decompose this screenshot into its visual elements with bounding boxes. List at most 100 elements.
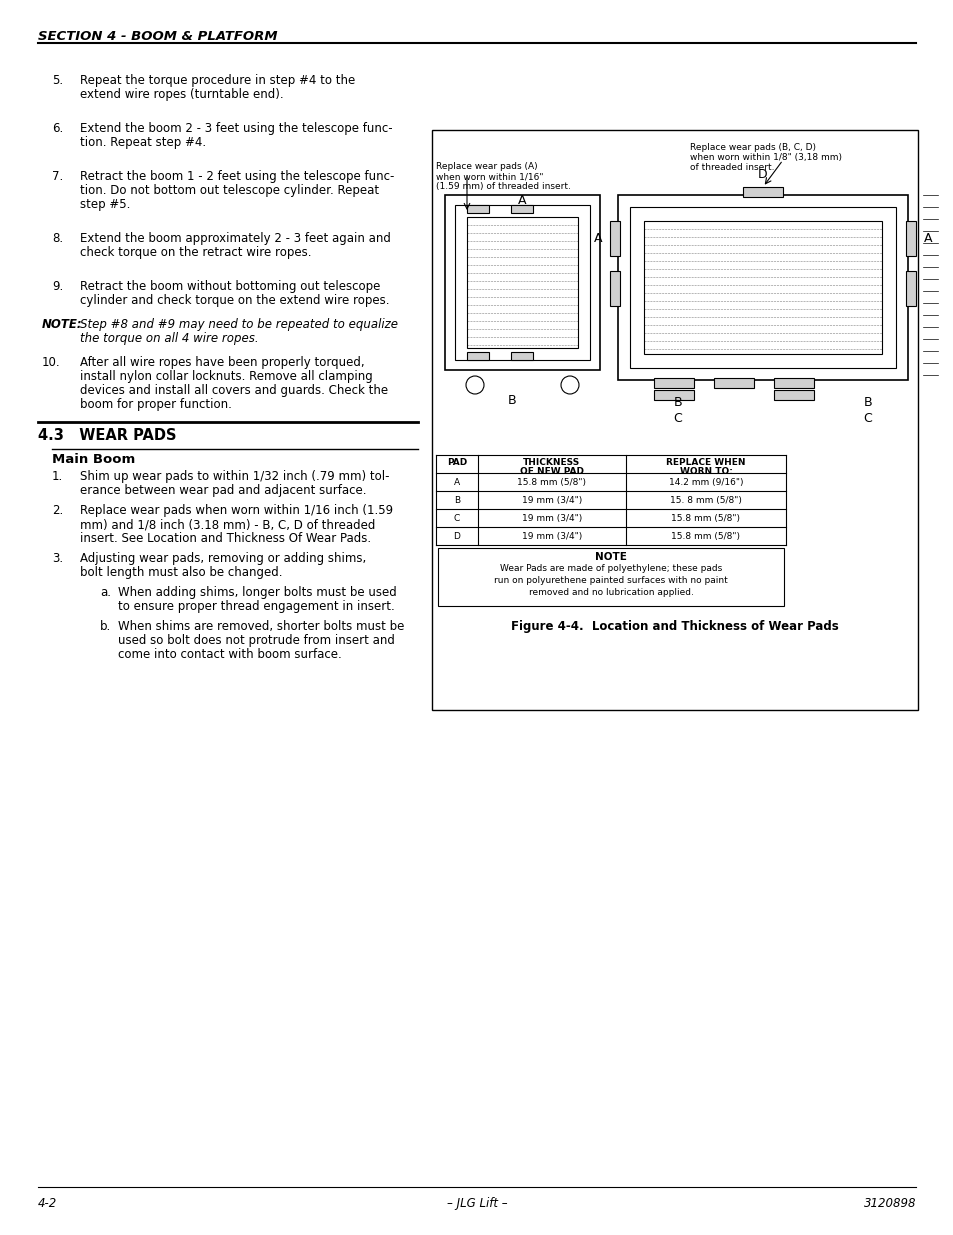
Text: C: C bbox=[862, 411, 871, 425]
Text: SECTION 4 - BOOM & PLATFORM: SECTION 4 - BOOM & PLATFORM bbox=[38, 30, 277, 43]
Text: of threaded insert.: of threaded insert. bbox=[689, 163, 774, 172]
Text: Step #8 and #9 may need to be repeated to equalize: Step #8 and #9 may need to be repeated t… bbox=[80, 317, 397, 331]
Text: A: A bbox=[593, 231, 601, 245]
Bar bbox=[511, 352, 533, 359]
Text: come into contact with boom surface.: come into contact with boom surface. bbox=[118, 648, 341, 661]
Text: 10.: 10. bbox=[42, 356, 61, 369]
Text: b.: b. bbox=[100, 620, 112, 634]
Text: boom for proper function.: boom for proper function. bbox=[80, 398, 232, 411]
Text: used so bolt does not protrude from insert and: used so bolt does not protrude from inse… bbox=[118, 634, 395, 647]
Text: bolt length must also be changed.: bolt length must also be changed. bbox=[80, 566, 282, 579]
Bar bbox=[773, 378, 813, 388]
Text: Repeat the torque procedure in step #4 to the: Repeat the torque procedure in step #4 t… bbox=[80, 74, 355, 86]
Bar bbox=[773, 390, 813, 400]
Text: 19 mm (3/4"): 19 mm (3/4") bbox=[521, 496, 581, 505]
Text: A: A bbox=[517, 194, 526, 206]
Text: PAD: PAD bbox=[446, 458, 467, 467]
Text: When adding shims, longer bolts must be used: When adding shims, longer bolts must be … bbox=[118, 585, 396, 599]
Text: cylinder and check torque on the extend wire ropes.: cylinder and check torque on the extend … bbox=[80, 294, 389, 308]
Bar bbox=[654, 390, 693, 400]
Text: 5.: 5. bbox=[52, 74, 63, 86]
Text: After all wire ropes have been properly torqued,: After all wire ropes have been properly … bbox=[80, 356, 364, 369]
Text: to ensure proper thread engagement in insert.: to ensure proper thread engagement in in… bbox=[118, 600, 395, 613]
Text: removed and no lubrication applied.: removed and no lubrication applied. bbox=[528, 588, 693, 597]
Text: Replace wear pads (B, C, D): Replace wear pads (B, C, D) bbox=[689, 143, 815, 152]
Bar bbox=[654, 378, 693, 388]
Bar bbox=[467, 205, 489, 212]
Text: 1.: 1. bbox=[52, 471, 63, 483]
Bar bbox=[629, 207, 895, 368]
Text: D: D bbox=[453, 532, 460, 541]
Text: C: C bbox=[454, 514, 459, 522]
Text: when worn within 1/8" (3,18 mm): when worn within 1/8" (3,18 mm) bbox=[689, 153, 841, 162]
Text: tion. Repeat step #4.: tion. Repeat step #4. bbox=[80, 136, 206, 149]
Text: 3.: 3. bbox=[52, 552, 63, 564]
Text: tion. Do not bottom out telescope cylinder. Repeat: tion. Do not bottom out telescope cylind… bbox=[80, 184, 378, 198]
Bar bbox=[609, 270, 619, 306]
Text: THICKNESS: THICKNESS bbox=[523, 458, 580, 467]
Text: 19 mm (3/4"): 19 mm (3/4") bbox=[521, 514, 581, 522]
Text: 4.3   WEAR PADS: 4.3 WEAR PADS bbox=[38, 429, 176, 443]
Text: Replace wear pads (A): Replace wear pads (A) bbox=[436, 162, 537, 170]
Text: Adjusting wear pads, removing or adding shims,: Adjusting wear pads, removing or adding … bbox=[80, 552, 366, 564]
Text: extend wire ropes (turntable end).: extend wire ropes (turntable end). bbox=[80, 88, 283, 101]
Text: 3120898: 3120898 bbox=[862, 1197, 915, 1210]
Text: 4-2: 4-2 bbox=[38, 1197, 57, 1210]
Text: NOTE:: NOTE: bbox=[42, 317, 83, 331]
Text: 2.: 2. bbox=[52, 504, 63, 517]
Text: B: B bbox=[507, 394, 516, 406]
Text: Main Boom: Main Boom bbox=[52, 453, 135, 466]
Text: 15.8 mm (5/8"): 15.8 mm (5/8") bbox=[517, 478, 586, 487]
Text: A: A bbox=[454, 478, 459, 487]
Bar bbox=[618, 195, 907, 380]
Text: Retract the boom 1 - 2 feet using the telescope func-: Retract the boom 1 - 2 feet using the te… bbox=[80, 170, 394, 183]
Text: REPLACE WHEN: REPLACE WHEN bbox=[665, 458, 745, 467]
Text: 6.: 6. bbox=[52, 122, 63, 135]
Text: WORN TO:: WORN TO: bbox=[679, 467, 732, 475]
Text: A: A bbox=[923, 231, 931, 245]
Text: erance between wear pad and adjacent surface.: erance between wear pad and adjacent sur… bbox=[80, 484, 366, 496]
Text: B: B bbox=[454, 496, 459, 505]
Text: Retract the boom without bottoming out telescope: Retract the boom without bottoming out t… bbox=[80, 280, 380, 293]
Bar bbox=[467, 217, 578, 348]
Text: 19 mm (3/4"): 19 mm (3/4") bbox=[521, 532, 581, 541]
Bar bbox=[905, 221, 915, 256]
Text: 7.: 7. bbox=[52, 170, 63, 183]
Text: When shims are removed, shorter bolts must be: When shims are removed, shorter bolts mu… bbox=[118, 620, 404, 634]
Text: B: B bbox=[862, 395, 871, 409]
Text: a.: a. bbox=[100, 585, 111, 599]
Text: – JLG Lift –: – JLG Lift – bbox=[446, 1197, 507, 1210]
Text: NOTE: NOTE bbox=[595, 552, 626, 562]
Bar bbox=[742, 186, 782, 198]
Text: when worn within 1/16": when worn within 1/16" bbox=[436, 172, 543, 182]
Bar bbox=[511, 205, 533, 212]
Text: (1.59 mm) of threaded insert.: (1.59 mm) of threaded insert. bbox=[436, 182, 570, 191]
Text: OF NEW PAD: OF NEW PAD bbox=[519, 467, 583, 475]
Bar bbox=[432, 130, 917, 710]
Text: Shim up wear pads to within 1/32 inch (.79 mm) tol-: Shim up wear pads to within 1/32 inch (.… bbox=[80, 471, 389, 483]
Bar bbox=[643, 221, 882, 354]
Text: Figure 4-4.  Location and Thickness of Wear Pads: Figure 4-4. Location and Thickness of We… bbox=[511, 620, 838, 634]
Bar bbox=[609, 221, 619, 256]
Text: check torque on the retract wire ropes.: check torque on the retract wire ropes. bbox=[80, 246, 312, 259]
Text: step #5.: step #5. bbox=[80, 198, 131, 211]
Text: mm) and 1/8 inch (3.18 mm) - B, C, D of threaded: mm) and 1/8 inch (3.18 mm) - B, C, D of … bbox=[80, 517, 375, 531]
Bar bbox=[444, 195, 599, 370]
Bar bbox=[455, 205, 589, 359]
Bar bbox=[467, 352, 489, 359]
Text: devices and install all covers and guards. Check the: devices and install all covers and guard… bbox=[80, 384, 388, 396]
Bar bbox=[905, 270, 915, 306]
Text: Extend the boom approximately 2 - 3 feet again and: Extend the boom approximately 2 - 3 feet… bbox=[80, 232, 391, 245]
Bar bbox=[437, 548, 783, 606]
Text: D: D bbox=[758, 168, 767, 182]
Text: Wear Pads are made of polyethylene; these pads: Wear Pads are made of polyethylene; thes… bbox=[499, 564, 721, 573]
Text: Replace wear pads when worn within 1/16 inch (1.59: Replace wear pads when worn within 1/16 … bbox=[80, 504, 393, 517]
Text: C: C bbox=[673, 411, 681, 425]
Text: B: B bbox=[673, 395, 681, 409]
Text: insert. See Location and Thickness Of Wear Pads.: insert. See Location and Thickness Of We… bbox=[80, 532, 371, 545]
Text: Extend the boom 2 - 3 feet using the telescope func-: Extend the boom 2 - 3 feet using the tel… bbox=[80, 122, 393, 135]
Text: run on polyurethene painted surfaces with no paint: run on polyurethene painted surfaces wit… bbox=[494, 576, 727, 585]
Text: install nylon collar locknuts. Remove all clamping: install nylon collar locknuts. Remove al… bbox=[80, 370, 373, 383]
Text: 15.8 mm (5/8"): 15.8 mm (5/8") bbox=[671, 514, 740, 522]
Text: the torque on all 4 wire ropes.: the torque on all 4 wire ropes. bbox=[80, 332, 258, 345]
